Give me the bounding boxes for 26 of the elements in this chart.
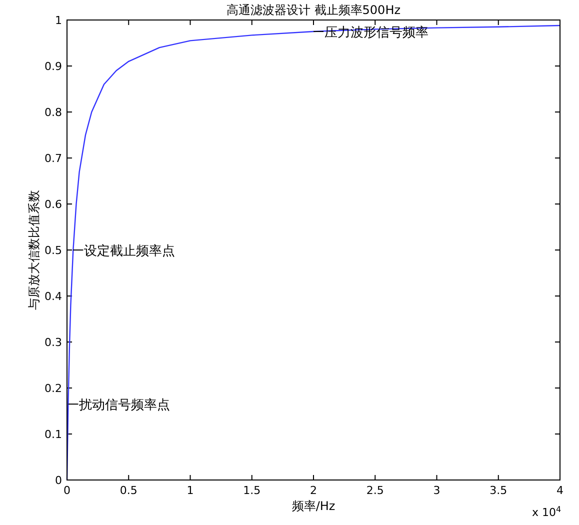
- y-tick-label: 1: [55, 14, 62, 27]
- x-tick-label: 1.5: [243, 484, 261, 497]
- x-tick-label: 3: [433, 484, 440, 497]
- x-tick-label: 4: [556, 484, 564, 497]
- x-tick-label: 3.5: [490, 484, 508, 497]
- text: x 10$^{4}$: [532, 504, 562, 519]
- annotation: 扰动信号频率点: [78, 397, 170, 414]
- annotation: 设定截止频率点: [84, 243, 176, 259]
- y-tick-label: 0.6: [44, 198, 62, 211]
- x-tick-label: 2.5: [366, 484, 384, 497]
- y-tick-label: 0.7: [44, 152, 62, 165]
- x-tick-label: 1: [186, 484, 194, 497]
- y-tick-label: 0.4: [44, 290, 62, 303]
- y-axis-title: 与原放大信数比值系数: [27, 190, 41, 310]
- y-tick-label: 0.1: [44, 428, 62, 441]
- y-tick-label: 0.8: [44, 106, 62, 119]
- y-tick-label: 0: [55, 474, 62, 487]
- chart-title: 高通滤波器设计 截止频率500Hz: [226, 3, 401, 17]
- x-tick-label: 2: [310, 484, 317, 497]
- y-tick-label: 0.9: [44, 60, 62, 73]
- x-tick-label: 0.5: [120, 484, 138, 497]
- y-tick-label: 0.5: [44, 244, 62, 257]
- y-tick-label: 0.3: [44, 336, 62, 349]
- x-tick-label: 0: [64, 484, 70, 497]
- x-axis-title: 频率/Hz: [292, 499, 336, 513]
- y-tick-label: 0.2: [44, 382, 62, 395]
